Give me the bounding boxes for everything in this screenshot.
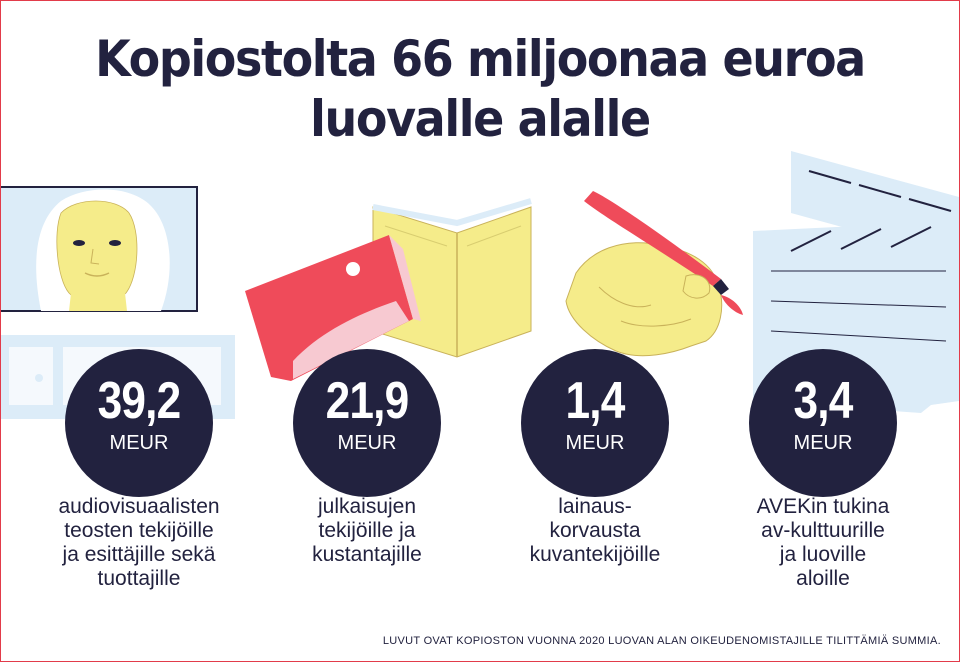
stat-badge-avek: 3,4 MEUR <box>749 349 897 497</box>
stat-badge-lending: 1,4 MEUR <box>521 349 669 497</box>
footnote: LUVUT OVAT KOPIOSTON VUONNA 2020 LUOVAN … <box>382 635 941 647</box>
stat-description-publications: julkaisujen tekijöille ja kustantajille <box>262 495 472 567</box>
title-line-2: luovalle alalle <box>310 90 651 148</box>
description-line: tuottajille <box>97 567 181 590</box>
description-line: kustantajille <box>312 543 422 566</box>
description-line: julkaisujen <box>317 495 417 518</box>
stat-badge-publications: 21,9 MEUR <box>293 349 441 497</box>
description-line: audiovisuaalisten <box>58 495 220 518</box>
stat-unit: MEUR <box>565 432 625 454</box>
stat-value: 3,4 <box>793 372 854 430</box>
description-line: teosten tekijöille <box>64 519 214 542</box>
hand-brush-illustration <box>565 191 743 357</box>
description-line: korvausta <box>549 519 641 542</box>
description-line: AVEKin tukina <box>756 495 890 518</box>
stat-value: 39,2 <box>97 372 181 430</box>
description-line: ja esittäjille sekä <box>62 543 216 566</box>
title-line-1: Kopiostolta 66 miljoonaa euroa <box>95 30 866 88</box>
stat-description-av: audiovisuaalisten teosten tekijöille ja … <box>34 495 244 591</box>
description-line: lainaus- <box>558 495 632 518</box>
page-title: Kopiostolta 66 miljoonaa euroa luovalle … <box>39 29 920 149</box>
description-line: av-kulttuurille <box>761 519 885 542</box>
description-line: kuvantekijöille <box>529 543 661 566</box>
stat-description-lending: lainaus- korvausta kuvantekijöille <box>490 495 700 567</box>
stat-value: 21,9 <box>325 372 409 430</box>
description-line: ja luoville <box>779 543 867 566</box>
stat-description-avek: AVEKin tukina av-kulttuurille ja luovill… <box>718 495 928 591</box>
stat-unit: MEUR <box>793 432 853 454</box>
description-line: aloille <box>796 567 850 590</box>
stat-unit: MEUR <box>337 432 397 454</box>
books-illustration <box>245 198 532 381</box>
stat-unit: MEUR <box>109 432 169 454</box>
description-line: tekijöille ja <box>318 519 416 542</box>
stat-badge-av: 39,2 MEUR <box>65 349 213 497</box>
stat-value: 1,4 <box>565 372 626 430</box>
